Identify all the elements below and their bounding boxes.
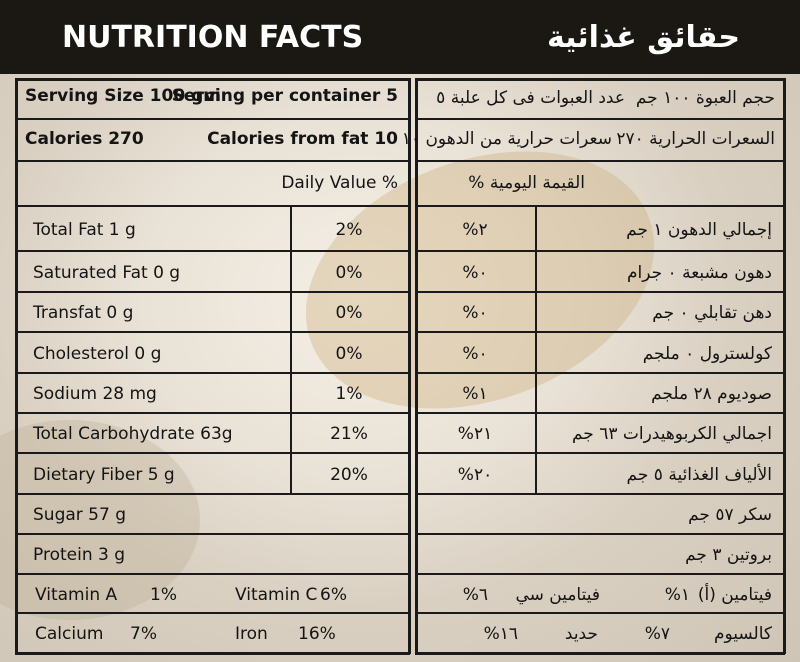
nutrient-name-ar: كولسترول ٠ ملجم — [642, 343, 772, 364]
mineral-name: Calcium — [35, 624, 104, 644]
nutrient-name: Dietary Fiber 5 g — [33, 464, 175, 485]
nutrient-name: Transfat 0 g — [33, 303, 134, 323]
mineral-value-ar: ٧% — [644, 624, 670, 644]
daily-value-ar: ٢١% — [457, 424, 493, 444]
rule — [415, 493, 785, 495]
rule — [415, 372, 785, 374]
servings-per-container-ar: عدد العبوات فى كل علبة ٥ — [436, 88, 625, 108]
calories-ar: السعرات الحرارية ٢٧٠ — [616, 129, 775, 149]
rule — [15, 291, 410, 293]
nutrient-name: Saturated Fat 0 g — [33, 262, 181, 283]
servings-per-container: Serving per container 5 — [171, 86, 398, 106]
nutrient-name: Sodium 28 mg — [33, 384, 157, 404]
rule — [15, 331, 410, 333]
calories: Calories 270 — [25, 129, 144, 149]
nutrient-name-ar: إجمالي الدهون ١ جم — [626, 219, 772, 240]
rule — [15, 652, 410, 655]
vitamin-name-ar: فيتامين (أ) — [697, 584, 772, 605]
vitamin-value: 6% — [320, 584, 347, 605]
nutrient-name-ar: بروتين ٣ جم — [685, 545, 772, 565]
daily-value: 0% — [335, 343, 363, 364]
rule — [415, 291, 785, 293]
rule — [415, 160, 785, 162]
vitamin-name: Vitamin A — [35, 584, 118, 605]
rule — [15, 205, 410, 207]
rule — [15, 493, 410, 495]
vitamin-value-ar: ١% — [664, 584, 690, 605]
vitamin-name: Vitamin C — [235, 584, 318, 605]
calories-from-fat-ar: سعرات حرارية من الدهون ١٠ — [401, 129, 612, 149]
rule — [535, 205, 537, 493]
rule — [15, 78, 18, 654]
nutrient-name-ar: دهون مشبعة ٠ جرام — [626, 262, 772, 283]
daily-value-ar: ١% — [462, 384, 488, 404]
daily-value: 0% — [335, 303, 363, 323]
nutrient-name: Cholesterol 0 g — [33, 343, 162, 364]
mineral-name: Iron — [235, 624, 268, 644]
rule — [415, 205, 785, 207]
rule — [415, 118, 785, 120]
rule — [15, 160, 410, 162]
daily-value: 2% — [335, 219, 363, 240]
nutrient-name-ar: الألياف الغذائية ٥ جم — [626, 464, 772, 485]
rule — [15, 250, 410, 252]
nutrient-name-ar: صوديوم ٢٨ ملجم — [651, 384, 772, 404]
rule — [783, 78, 786, 654]
mineral-name-ar: حديد — [564, 624, 598, 644]
daily-value-ar: ٢٠% — [457, 464, 493, 485]
rule — [415, 78, 418, 654]
nutrient-name: Protein 3 g — [33, 545, 126, 565]
rule — [15, 78, 410, 81]
nutrient-name: Total Carbohydrate 63g — [33, 424, 233, 444]
rule — [15, 612, 410, 614]
rule — [415, 452, 785, 454]
daily-value: 1% — [335, 384, 363, 404]
daily-value-ar: ٠% — [462, 303, 488, 323]
serving-size-ar: حجم العبوة ١٠٠ جم — [635, 88, 775, 108]
rule — [415, 250, 785, 252]
nutrient-name-ar: اجمالي الكربوهيدرات ٦٣ جم — [571, 424, 772, 444]
daily-value: 21% — [330, 424, 368, 444]
rule — [15, 533, 410, 535]
rule — [15, 573, 410, 575]
nutrient-name: Sugar 57 g — [33, 505, 126, 525]
title-ar: حقائق غذائية — [546, 20, 740, 55]
daily-value-ar: ٢% — [462, 219, 488, 240]
rule — [15, 412, 410, 414]
rule — [415, 533, 785, 535]
mineral-value: 16% — [298, 624, 336, 644]
daily-value: 0% — [335, 262, 363, 283]
daily-value: 20% — [330, 464, 368, 485]
mineral-value-ar: ١٦% — [483, 624, 518, 644]
rule — [15, 452, 410, 454]
vitamin-value: 1% — [150, 584, 177, 605]
rule — [415, 612, 785, 614]
rule — [415, 652, 785, 655]
daily-value-ar: ٠% — [462, 262, 488, 283]
daily-value-header-ar: القيمة اليومية % — [468, 172, 585, 193]
serving-size: Serving Size 100 gm — [25, 86, 221, 106]
mineral-value: 7% — [130, 624, 157, 644]
calories-from-fat: Calories from fat 10 — [207, 129, 398, 149]
rule — [15, 118, 410, 120]
nutrient-name: Total Fat 1 g — [33, 219, 136, 240]
rule — [408, 78, 411, 654]
rule — [15, 372, 410, 374]
title-en: NUTRITION FACTS — [62, 20, 364, 55]
daily-value-ar: ٠% — [462, 343, 488, 364]
rule — [290, 205, 292, 493]
rule — [415, 412, 785, 414]
nutrient-name-ar: دهن تقابلي ٠ جم — [652, 303, 772, 323]
vitamin-name-ar: فيتامين سي — [515, 584, 600, 605]
mineral-name-ar: كالسيوم — [713, 624, 772, 644]
vitamin-value-ar: ٦% — [462, 584, 488, 605]
rule — [415, 573, 785, 575]
daily-value-header: % Daily Value — [281, 172, 398, 193]
rule — [415, 331, 785, 333]
rule — [415, 78, 785, 81]
nutrient-name-ar: سكر ٥٧ جم — [688, 505, 772, 525]
header-band — [0, 0, 800, 74]
